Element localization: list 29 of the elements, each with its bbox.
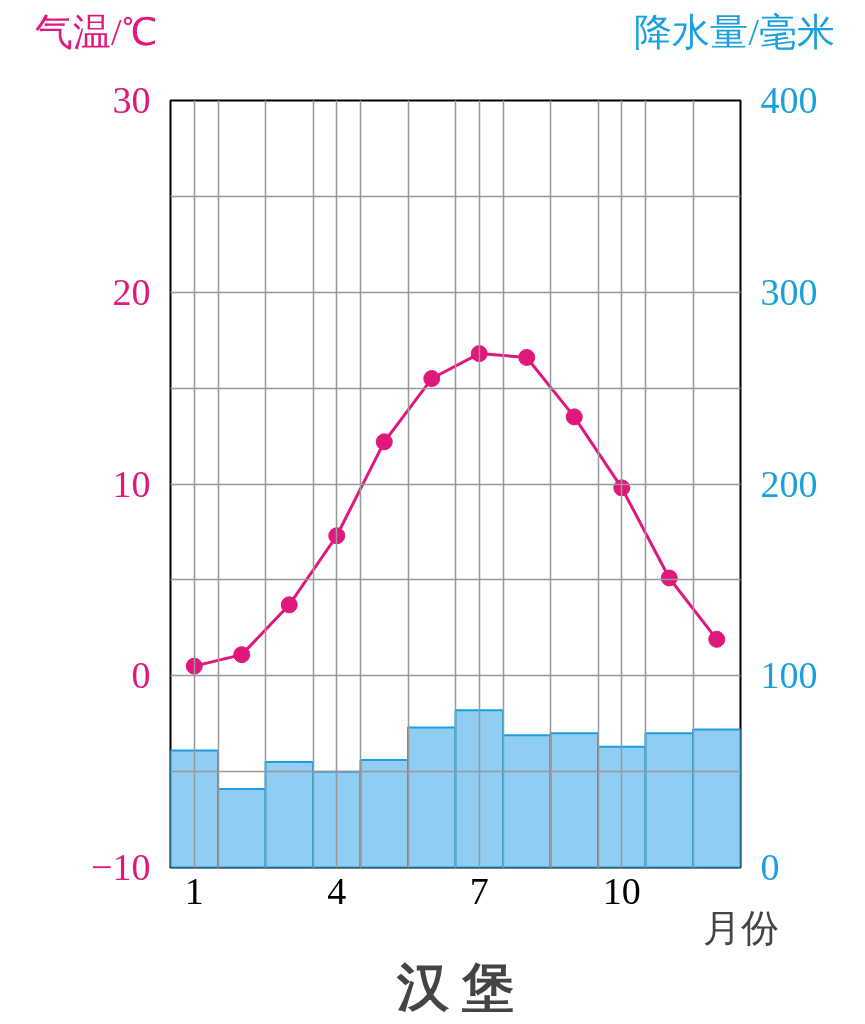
- y2-axis-title: 降水量/毫米: [634, 10, 835, 55]
- x-tick-label: 1: [184, 869, 204, 912]
- y-tick-label: 0: [131, 654, 151, 697]
- point: [233, 646, 251, 664]
- point: [708, 630, 726, 648]
- text: 汉 堡: [396, 958, 514, 1016]
- point: [185, 657, 203, 675]
- x-axis-title: 月份: [702, 906, 779, 949]
- point: [518, 348, 536, 366]
- y-tick-label: 30: [112, 79, 151, 121]
- point: [565, 408, 583, 426]
- point: [470, 345, 488, 363]
- y-tick-label: 20: [112, 270, 151, 313]
- y-axis-title: 气温/℃: [35, 10, 157, 55]
- point: [328, 527, 346, 545]
- y2-tick-label: 0: [760, 846, 780, 888]
- y-tick-label: −10: [91, 846, 151, 888]
- point: [423, 370, 441, 388]
- y2-tick-label: 400: [760, 79, 818, 121]
- y2-tick-label: 300: [760, 270, 818, 313]
- point: [660, 569, 678, 587]
- x-tick-label: 4: [327, 869, 347, 912]
- y-tick-label: 10: [112, 462, 151, 505]
- x-tick-label: 7: [469, 869, 489, 912]
- x-tick-label: 10: [602, 869, 641, 912]
- point: [280, 596, 298, 614]
- y2-tick-label: 100: [760, 654, 818, 697]
- y2-tick-label: 200: [760, 462, 818, 505]
- point: [375, 433, 393, 451]
